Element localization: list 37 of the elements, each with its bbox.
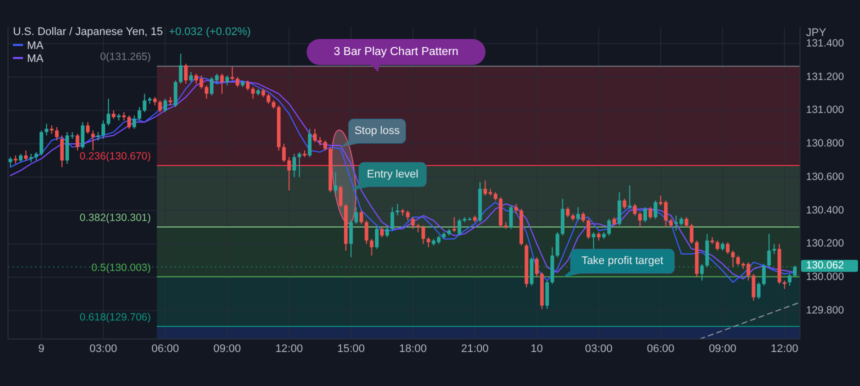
ref-line-label: 0.236(130.670) — [80, 150, 151, 162]
annotation: Entry level — [366, 168, 418, 180]
chart-title: U.S. Dollar / Japanese Yen, 15 — [13, 26, 163, 38]
y-axis-title: JPY — [806, 27, 827, 39]
legend-label: MA — [27, 40, 44, 52]
y-tick-label: 130.600 — [806, 170, 844, 183]
y-tick-label: 129.800 — [806, 304, 844, 316]
x-tick-label: 15:00 — [337, 343, 365, 355]
x-tick-label: 09:00 — [213, 343, 241, 355]
legend-label: MA — [27, 53, 44, 65]
x-tick-label: 9 — [38, 343, 44, 355]
ref-line-label: 130.062 — [806, 260, 844, 272]
x-tick-label: 12:00 — [770, 343, 798, 355]
annotation: 3 Bar Play Chart Pattern — [334, 46, 458, 58]
y-tick-label: 130.800 — [806, 138, 844, 150]
y-tick-label: 131.200 — [806, 70, 844, 83]
y-tick-label: 130.200 — [806, 238, 844, 250]
x-tick-label: 10 — [530, 343, 543, 355]
y-tick-label: 131.000 — [806, 104, 844, 116]
x-tick-label: 09:00 — [708, 343, 736, 355]
ref-line-label: 0.618(129.706) — [80, 311, 151, 324]
x-tick-label: 18:00 — [399, 343, 427, 355]
x-tick-label: 06:00 — [646, 343, 674, 355]
y-tick-label: 130.000 — [806, 271, 844, 284]
ref-line-label: 0.382(130.301) — [80, 212, 151, 224]
x-tick-label: 03:00 — [584, 343, 612, 355]
annotation: Stop loss — [354, 125, 400, 138]
annotation: Take profit target — [581, 255, 664, 268]
ref-line-label: 0(131.265) — [100, 51, 151, 64]
x-tick-label: 12:00 — [275, 343, 303, 355]
y-tick-label: 131.400 — [806, 37, 844, 50]
x-tick-label: 03:00 — [90, 343, 118, 355]
y-tick-label: 130.400 — [806, 204, 844, 216]
x-tick-label: 21:00 — [461, 343, 489, 355]
x-tick-label: 06:00 — [151, 343, 179, 355]
ref-line-label: 0.5(130.003) — [91, 262, 151, 274]
chart-subtitle: +0.032 (+0.02%) — [168, 26, 251, 38]
